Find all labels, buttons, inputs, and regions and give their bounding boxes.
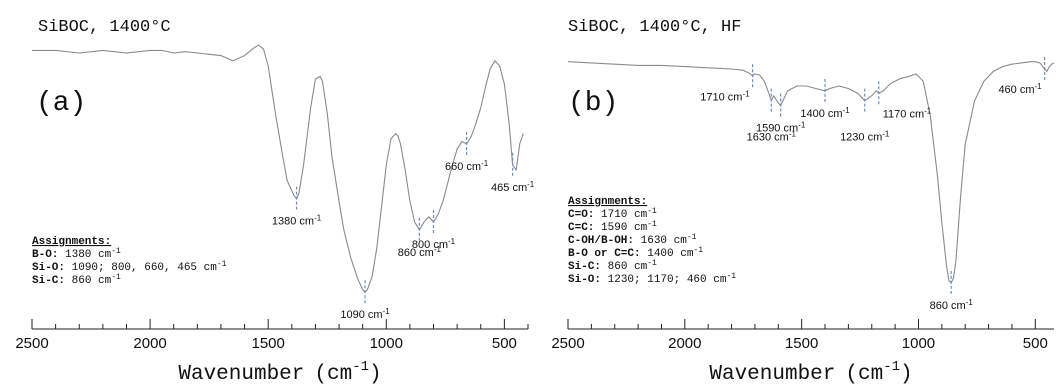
peak-label: 860 cm-1 (930, 298, 974, 312)
x-tick-label: 1000 (370, 335, 403, 352)
assignments-heading: Assignments: (568, 196, 647, 208)
x-axis-title: Wavenumber (cm-1) (178, 359, 381, 386)
panel-title: SiBOC, 1400°C, HF (568, 18, 741, 37)
assignment-item: Si-O: 1230; 1170; 460 cm-1 (568, 272, 736, 286)
peak-label: 1590 cm-1 (756, 120, 806, 134)
assignment-item: Si-O: 1090; 800, 660, 465 cm-1 (32, 260, 227, 274)
x-tick-label: 2000 (133, 335, 166, 352)
x-tick-label: 500 (1023, 335, 1048, 352)
x-tick-label: 1000 (902, 335, 935, 352)
peak-label: 465 cm-1 (491, 180, 535, 194)
peak-label: 1380 cm-1 (272, 214, 322, 228)
panel-label: (a) (36, 88, 86, 119)
assignment-item: B-O or C=C: 1400 cm-1 (568, 246, 703, 260)
assignments-heading: Assignments: (32, 236, 111, 248)
peak-label: 1630 cm-1 (747, 130, 797, 144)
x-tick-label: 2000 (668, 335, 701, 352)
assignment-item: C=C: 1590 cm-1 (568, 220, 657, 234)
panel-label: (b) (568, 88, 618, 119)
assignment-item: C=O: 1710 cm-1 (568, 207, 657, 221)
peak-label: 1170 cm-1 (883, 106, 932, 120)
peak-label: 860 cm-1 (398, 245, 442, 259)
spectrum-line (32, 44, 524, 293)
spectrum-line (567, 61, 1055, 284)
peak-label: 800 cm-1 (412, 237, 456, 251)
peak-label: 1400 cm-1 (800, 106, 850, 120)
assignment-item: Si-C: 860 cm-1 (568, 259, 657, 273)
assignment-item: Si-C: 860 cm-1 (32, 273, 121, 287)
x-axis-title: Wavenumber (cm-1) (709, 359, 912, 386)
peak-label: 1710 cm-1 (700, 89, 750, 103)
peak-label: 1230 cm-1 (840, 130, 890, 144)
x-tick-label: 2500 (15, 335, 48, 352)
x-tick-label: 500 (492, 335, 517, 352)
panel-title: SiBOC, 1400°C (38, 18, 171, 37)
x-tick-label: 1500 (252, 335, 285, 352)
peak-label: 660 cm-1 (445, 159, 489, 173)
peak-label: 1090 cm-1 (340, 307, 390, 321)
assignment-item: B-O: 1380 cm-1 (32, 247, 121, 261)
x-tick-label: 1500 (785, 335, 818, 352)
assignment-item: C-OH/B-OH: 1630 cm-1 (568, 233, 697, 247)
peak-label: 460 cm-1 (998, 82, 1042, 96)
panel-a: SiBOC, 1400°C (a) 1380 cm-1 1090 cm-1 860 cm… (15, 18, 534, 386)
x-tick-label: 2500 (551, 335, 584, 352)
